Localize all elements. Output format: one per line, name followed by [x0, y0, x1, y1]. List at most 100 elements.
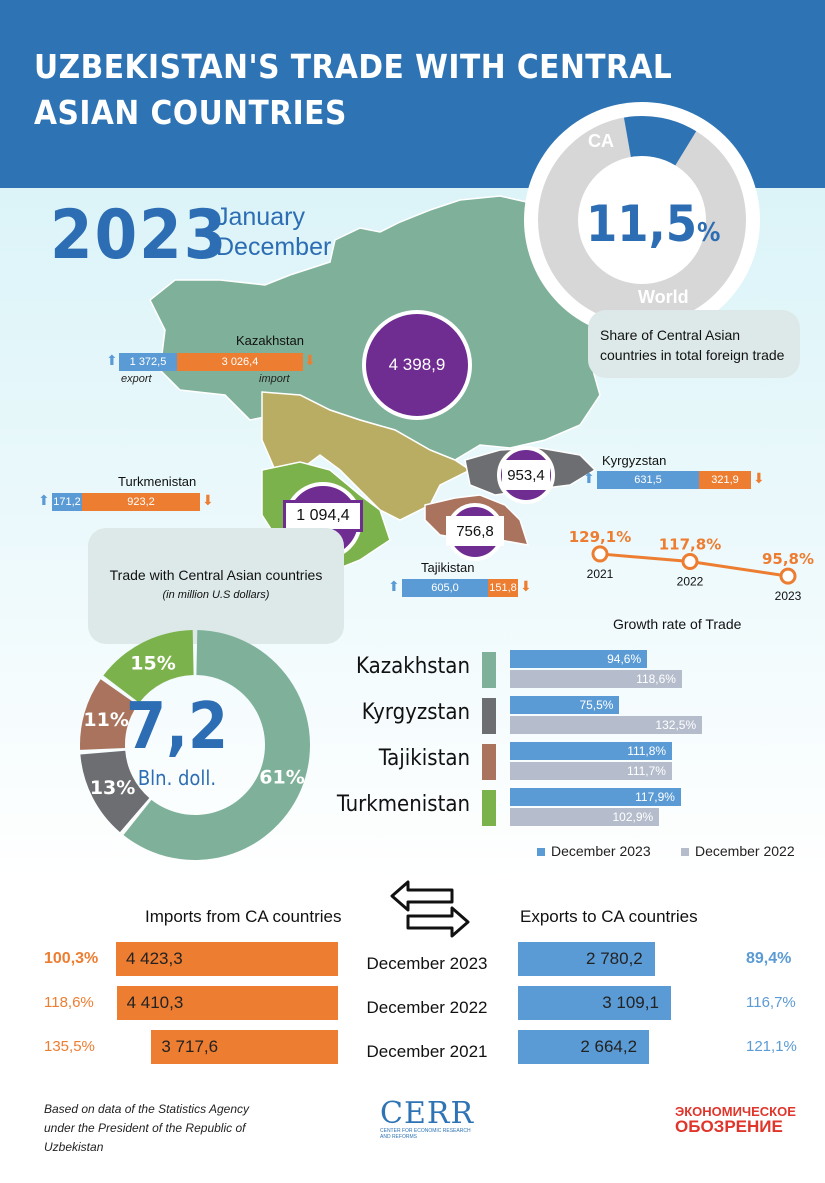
import-bar-1: 4 410,3 — [116, 986, 338, 1020]
kyrgyzstan-export-bar: 631,5 — [597, 471, 699, 489]
tajikistan-import-arrow-icon: ⬇ — [520, 578, 532, 594]
growth-bar-2023-kazakhstan: 94,6% — [510, 650, 648, 668]
export-bar-1: 3 109,1 — [518, 986, 671, 1020]
import-bar-0: 4 423,3 — [115, 942, 338, 976]
turkmenistan-export-bar: 171,2 — [52, 493, 82, 511]
source-note: Based on data of the Statistics Agency u… — [44, 1102, 250, 1154]
growth-bar-2023-kyrgyzstan: 75,5% — [510, 696, 620, 714]
tajikistan-import-bar: 151,8 — [488, 579, 518, 597]
share-donut — [524, 102, 760, 338]
growth-title: Growth rate of Trade — [613, 616, 742, 632]
donut-label-kazakhstan: 61% — [259, 766, 304, 788]
tajikistan-total-label: 756,8 — [446, 516, 504, 546]
turkmenistan-import-bar: 923,2 — [82, 493, 200, 511]
share-caption: Share of Central Asian countries in tota… — [600, 327, 785, 363]
donut-unit: Bln. doll. — [137, 766, 217, 790]
turkmenistan-import-arrow-icon: ⬇ — [202, 492, 214, 508]
period-label: January December — [216, 203, 332, 261]
kyrgyzstan-export-arrow-icon: ⬆ — [583, 470, 595, 486]
growth-year-2023: 2023 — [775, 589, 802, 603]
growth-row-swatch-turkmenistan — [482, 790, 496, 826]
trade-box-title: Trade with Central Asian countries — [109, 567, 323, 583]
kazakhstan-label: Kazakhstan — [236, 333, 304, 348]
donut-slice-kazakhstan — [123, 630, 310, 860]
growth-row-label-turkmenistan: Turkmenistan — [336, 792, 470, 817]
import-growth-0: 100,3% — [44, 950, 99, 967]
cerr-logo: CERR — [380, 1096, 475, 1131]
donut-label-turkmenistan: 15% — [130, 653, 175, 675]
import-bar-2: 3 717,6 — [151, 1030, 338, 1064]
kyrgyzstan-label: Kyrgyzstan — [602, 453, 667, 468]
export-growth-2: 121,1% — [746, 1038, 797, 1055]
year-label: 2023 — [50, 196, 229, 275]
kyrgyzstan-total-label: 953,4 — [502, 460, 550, 490]
kazakhstan-import-bar: 3 026,4 — [177, 353, 303, 371]
legend-dec2022: December 2022 — [681, 843, 795, 859]
share-donut-ca-arc — [538, 115, 746, 324]
growth-value-2022: 117,8% — [659, 535, 721, 553]
brand-logo-line1: ЭКОНОМИЧЕСКОЕ — [675, 1104, 796, 1119]
trade-donut: 61% 13% 11% 15% — [80, 630, 310, 860]
cerr-logo-subtitle: CENTER FOR ECONOMIC RESEARCH AND REFORMS — [380, 1128, 471, 1140]
tajikistan-export-arrow-icon: ⬆ — [388, 578, 400, 594]
donut-total: 7,2 — [126, 690, 228, 764]
imports-title: Imports from CA countries — [145, 907, 342, 926]
legend-dec2022-swatch — [681, 848, 689, 857]
export-growth-0: 89,4% — [746, 950, 792, 967]
growth-row-swatch-tajikistan — [482, 744, 496, 780]
share-caption-box — [588, 310, 800, 378]
legend-dec2023-swatch — [537, 848, 545, 857]
growth-bar-2022-kazakhstan: 118,6% — [510, 670, 682, 688]
share-ca-label: CA — [588, 131, 614, 151]
tajikistan-label: Tajikistan — [421, 560, 475, 575]
kazakhstan-export-arrow-icon: ⬆ — [106, 352, 118, 368]
turkmenistan-label: Turkmenistan — [118, 474, 197, 489]
kazakhstan-export-bar: 1 372,5 — [119, 353, 177, 371]
turkmenistan-total-label: 1 094,4 — [283, 500, 363, 532]
donut-slice-tajikistan — [80, 679, 138, 750]
kyrgyzstan-import-bar: 321,9 — [699, 471, 751, 489]
share-unit: % — [697, 218, 721, 248]
share-value: 11,5% — [586, 195, 721, 253]
donut-label-tajikistan: 11% — [83, 709, 128, 731]
donut-slice-kyrgyzstan — [80, 750, 150, 833]
growth-value-2023: 95,8% — [762, 550, 814, 568]
growth-row-swatch-kazakhstan — [482, 652, 496, 688]
growth-value-2021: 129,1% — [569, 528, 631, 546]
turkmenistan-export-arrow-icon: ⬆ — [38, 492, 50, 508]
donut-label-kyrgyzstan: 13% — [90, 777, 135, 799]
growth-year-2021: 2021 — [587, 567, 614, 581]
growth-point-2023 — [779, 567, 797, 585]
growth-bar-2022-turkmenistan: 102,9% — [510, 808, 660, 826]
growth-bar-2022-tajikistan: 111,7% — [510, 762, 672, 780]
kazakhstan-total-bubble: 4 398,9 — [362, 310, 472, 420]
trade-box-subtitle: (in million U.S dollars) — [162, 589, 270, 601]
trade-box — [88, 528, 344, 644]
import-caption: import — [259, 373, 290, 385]
import-growth-2: 135,5% — [44, 1038, 95, 1055]
growth-point-2022 — [681, 552, 699, 570]
export-bar-0: 2 780,2 — [518, 942, 655, 976]
table-year-2: December 2021 — [366, 1042, 488, 1061]
growth-year-2022: 2022 — [677, 574, 704, 588]
exchange-arrows-icon — [390, 880, 470, 938]
exports-title: Exports to CA countries — [520, 907, 698, 926]
import-growth-1: 118,6% — [44, 994, 94, 1011]
donut-slice-turkmenistan — [103, 630, 194, 703]
table-year-1: December 2022 — [366, 998, 488, 1017]
growth-bar-2023-turkmenistan: 117,9% — [510, 788, 681, 806]
growth-point-2021 — [591, 545, 609, 563]
growth-row-label-kyrgyzstan: Kyrgyzstan — [361, 700, 470, 725]
growth-row-label-tajikistan: Tajikistan — [378, 746, 470, 771]
growth-line-chart: 129,1% 2021 117,8% 2022 95,8% 2023 — [569, 528, 814, 603]
export-caption: export — [121, 373, 152, 385]
share-world-label: World — [638, 287, 689, 307]
export-growth-1: 116,7% — [746, 994, 796, 1011]
growth-row-swatch-kyrgyzstan — [482, 698, 496, 734]
growth-bar-2023-tajikistan: 111,8% — [510, 742, 673, 760]
growth-bar-2022-kyrgyzstan: 132,5% — [510, 716, 703, 734]
legend-dec2023: December 2023 — [537, 843, 651, 859]
brand-logo-line2: ОБОЗРЕНИЕ — [675, 1117, 783, 1136]
growth-row-label-kazakhstan: Kazakhstan — [356, 654, 470, 679]
